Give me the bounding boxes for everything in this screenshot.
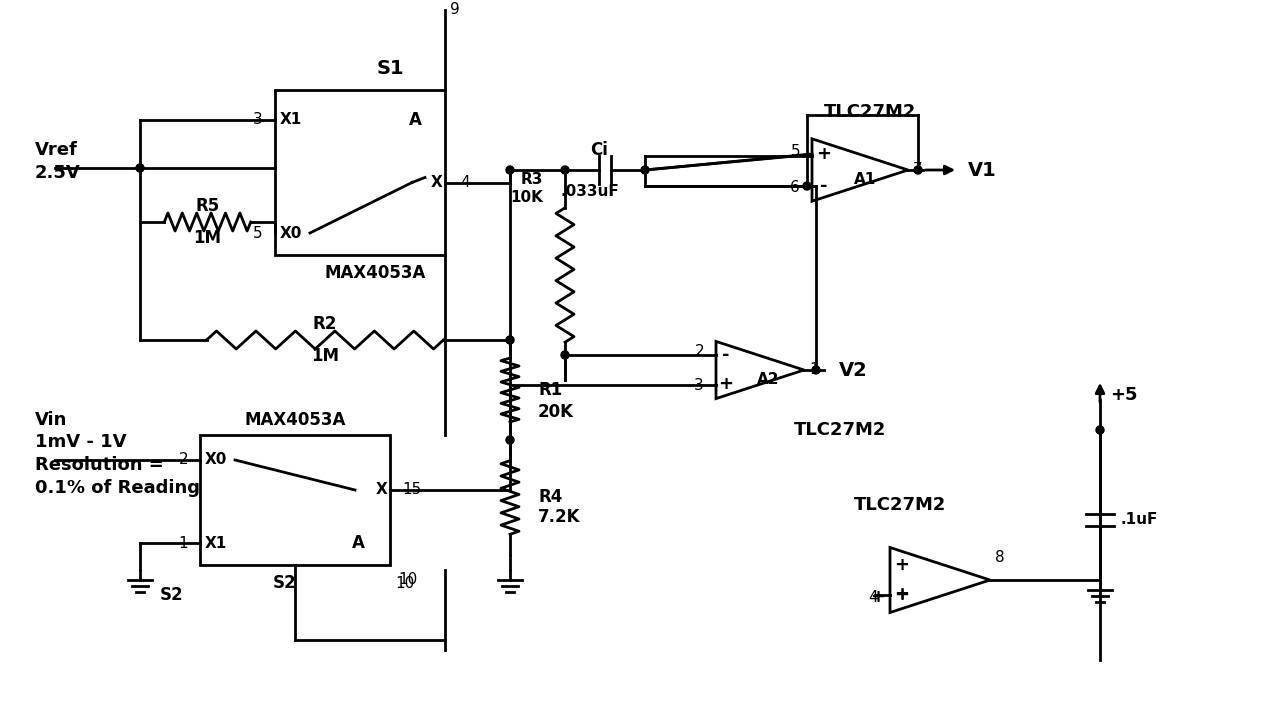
Text: 10K: 10K xyxy=(511,191,543,205)
Text: R1: R1 xyxy=(538,381,562,399)
Text: A: A xyxy=(352,534,365,552)
Text: .033uF: .033uF xyxy=(561,184,620,199)
Text: +5: +5 xyxy=(1110,386,1138,404)
Text: 2: 2 xyxy=(178,452,188,467)
Text: 1mV - 1V: 1mV - 1V xyxy=(35,433,127,451)
Text: TLC27M2: TLC27M2 xyxy=(854,496,946,514)
Text: 3: 3 xyxy=(694,379,704,394)
Text: R3: R3 xyxy=(521,173,543,187)
Text: S1: S1 xyxy=(376,58,403,78)
Text: 1: 1 xyxy=(809,362,819,377)
Text: S2: S2 xyxy=(160,586,183,604)
Text: 10: 10 xyxy=(398,572,417,588)
Text: 1M: 1M xyxy=(311,347,339,365)
Text: R2: R2 xyxy=(312,315,337,333)
Text: 8: 8 xyxy=(995,551,1005,565)
Text: -: - xyxy=(722,346,730,364)
Text: A2: A2 xyxy=(756,372,780,387)
Circle shape xyxy=(561,351,570,359)
Text: X: X xyxy=(431,175,443,190)
Text: -: - xyxy=(820,177,828,195)
Bar xyxy=(275,90,445,255)
Text: 5: 5 xyxy=(253,225,262,240)
Text: 2: 2 xyxy=(694,344,704,359)
Text: 0.1% of Reading: 0.1% of Reading xyxy=(35,479,200,497)
Text: X1: X1 xyxy=(205,536,228,551)
Text: +: + xyxy=(817,145,832,163)
Text: V2: V2 xyxy=(838,361,868,379)
Text: R4: R4 xyxy=(538,488,562,506)
Text: 4: 4 xyxy=(460,175,470,190)
Text: S2: S2 xyxy=(273,574,297,592)
Text: +: + xyxy=(895,586,910,604)
Text: A1: A1 xyxy=(854,173,876,187)
Text: 1: 1 xyxy=(178,536,188,551)
Circle shape xyxy=(803,182,812,190)
Text: Ci: Ci xyxy=(590,141,608,159)
Text: TLC27M2: TLC27M2 xyxy=(794,421,886,439)
Text: 7: 7 xyxy=(913,163,923,178)
Text: 5: 5 xyxy=(790,145,800,160)
Text: 3: 3 xyxy=(253,112,262,127)
Text: X1: X1 xyxy=(280,112,302,127)
Text: X0: X0 xyxy=(280,225,302,240)
Circle shape xyxy=(1096,426,1103,434)
Text: +: + xyxy=(895,585,910,603)
Circle shape xyxy=(914,166,922,174)
Text: 20K: 20K xyxy=(538,403,573,421)
Circle shape xyxy=(506,336,515,344)
Text: .1uF: .1uF xyxy=(1120,513,1157,528)
Text: 10: 10 xyxy=(396,575,415,590)
Text: 1M: 1M xyxy=(193,229,221,247)
Text: X0: X0 xyxy=(205,452,228,467)
Circle shape xyxy=(136,164,143,172)
Text: Vref: Vref xyxy=(35,141,78,159)
Text: 7.2K: 7.2K xyxy=(538,508,581,526)
Text: A: A xyxy=(408,111,421,129)
Text: Vin: Vin xyxy=(35,411,68,429)
Text: +: + xyxy=(895,556,910,574)
Text: 9: 9 xyxy=(451,2,460,17)
Text: 2.5V: 2.5V xyxy=(35,164,81,182)
Text: 6: 6 xyxy=(790,181,800,196)
Text: +: + xyxy=(718,375,733,393)
Text: X: X xyxy=(376,482,388,498)
Circle shape xyxy=(506,436,515,444)
Text: +: + xyxy=(870,588,884,606)
Circle shape xyxy=(561,166,570,174)
Circle shape xyxy=(506,166,515,174)
Bar xyxy=(200,435,390,565)
Text: 15: 15 xyxy=(402,482,421,498)
Text: TLC27M2: TLC27M2 xyxy=(824,103,916,121)
Text: MAX4053A: MAX4053A xyxy=(324,264,426,282)
Circle shape xyxy=(812,366,820,374)
Circle shape xyxy=(641,166,649,174)
Text: 4: 4 xyxy=(868,590,878,606)
Text: MAX4053A: MAX4053A xyxy=(244,411,346,429)
Text: Resolution =: Resolution = xyxy=(35,456,164,474)
Text: V1: V1 xyxy=(968,161,997,179)
Text: R5: R5 xyxy=(196,197,220,215)
